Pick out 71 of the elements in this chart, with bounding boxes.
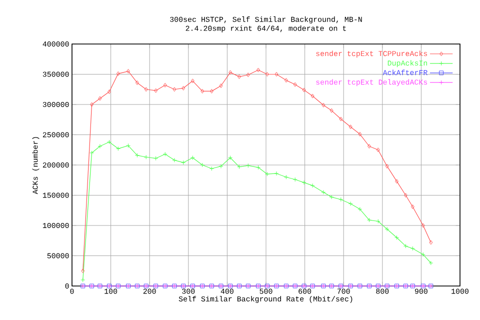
point xyxy=(293,82,297,87)
point xyxy=(310,183,315,188)
point xyxy=(154,156,158,161)
point xyxy=(126,68,130,74)
point xyxy=(310,94,314,98)
point xyxy=(421,223,425,228)
point xyxy=(162,152,168,156)
point xyxy=(384,226,390,232)
point xyxy=(135,80,139,85)
point xyxy=(190,78,194,84)
point xyxy=(348,201,353,206)
point xyxy=(98,96,102,101)
point xyxy=(116,71,120,76)
point xyxy=(329,194,334,200)
point xyxy=(385,164,389,168)
point xyxy=(284,174,288,180)
point xyxy=(322,102,326,108)
point xyxy=(237,74,241,79)
point xyxy=(236,164,242,170)
point xyxy=(200,162,205,168)
point xyxy=(172,87,176,92)
point xyxy=(420,252,426,257)
point xyxy=(338,197,344,202)
point xyxy=(274,72,278,76)
point xyxy=(358,132,362,136)
point xyxy=(200,88,204,94)
point xyxy=(302,88,306,92)
point xyxy=(348,124,352,130)
point xyxy=(90,150,94,156)
point xyxy=(256,68,260,72)
point xyxy=(154,88,158,93)
point xyxy=(366,218,372,222)
point xyxy=(90,102,94,107)
point xyxy=(172,158,177,162)
point xyxy=(98,144,102,148)
point xyxy=(394,235,400,240)
point xyxy=(376,219,380,224)
point xyxy=(126,143,131,148)
point xyxy=(302,180,306,185)
point xyxy=(246,163,250,168)
point xyxy=(376,148,380,152)
point xyxy=(219,84,223,88)
point xyxy=(292,177,298,182)
point xyxy=(264,172,270,176)
point xyxy=(144,154,148,160)
point xyxy=(182,86,186,90)
point xyxy=(330,108,334,113)
point xyxy=(410,204,414,209)
point xyxy=(181,160,186,165)
point xyxy=(218,164,224,168)
point xyxy=(265,72,269,76)
point xyxy=(403,244,408,248)
point xyxy=(228,70,232,75)
point xyxy=(339,116,343,122)
point xyxy=(246,72,250,78)
point xyxy=(107,140,112,144)
point xyxy=(284,78,288,83)
point xyxy=(395,179,399,184)
point xyxy=(404,193,408,198)
point xyxy=(358,206,362,212)
point xyxy=(321,190,326,194)
point xyxy=(163,82,167,88)
point xyxy=(108,90,111,94)
point xyxy=(210,88,214,94)
point xyxy=(274,171,279,176)
point xyxy=(116,146,120,151)
point xyxy=(410,246,415,251)
point xyxy=(367,144,371,148)
point xyxy=(209,166,214,171)
point xyxy=(144,87,148,92)
point xyxy=(134,153,140,158)
